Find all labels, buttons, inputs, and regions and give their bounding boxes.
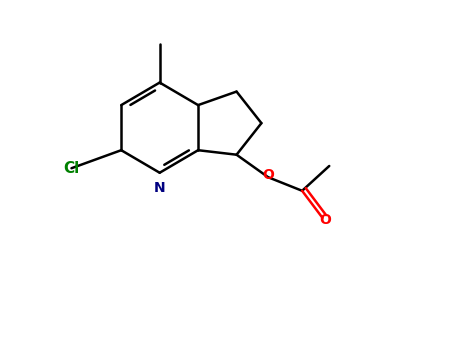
Text: Cl: Cl: [63, 161, 80, 176]
Text: O: O: [319, 213, 331, 227]
Text: N: N: [154, 181, 166, 195]
Text: O: O: [262, 168, 274, 182]
